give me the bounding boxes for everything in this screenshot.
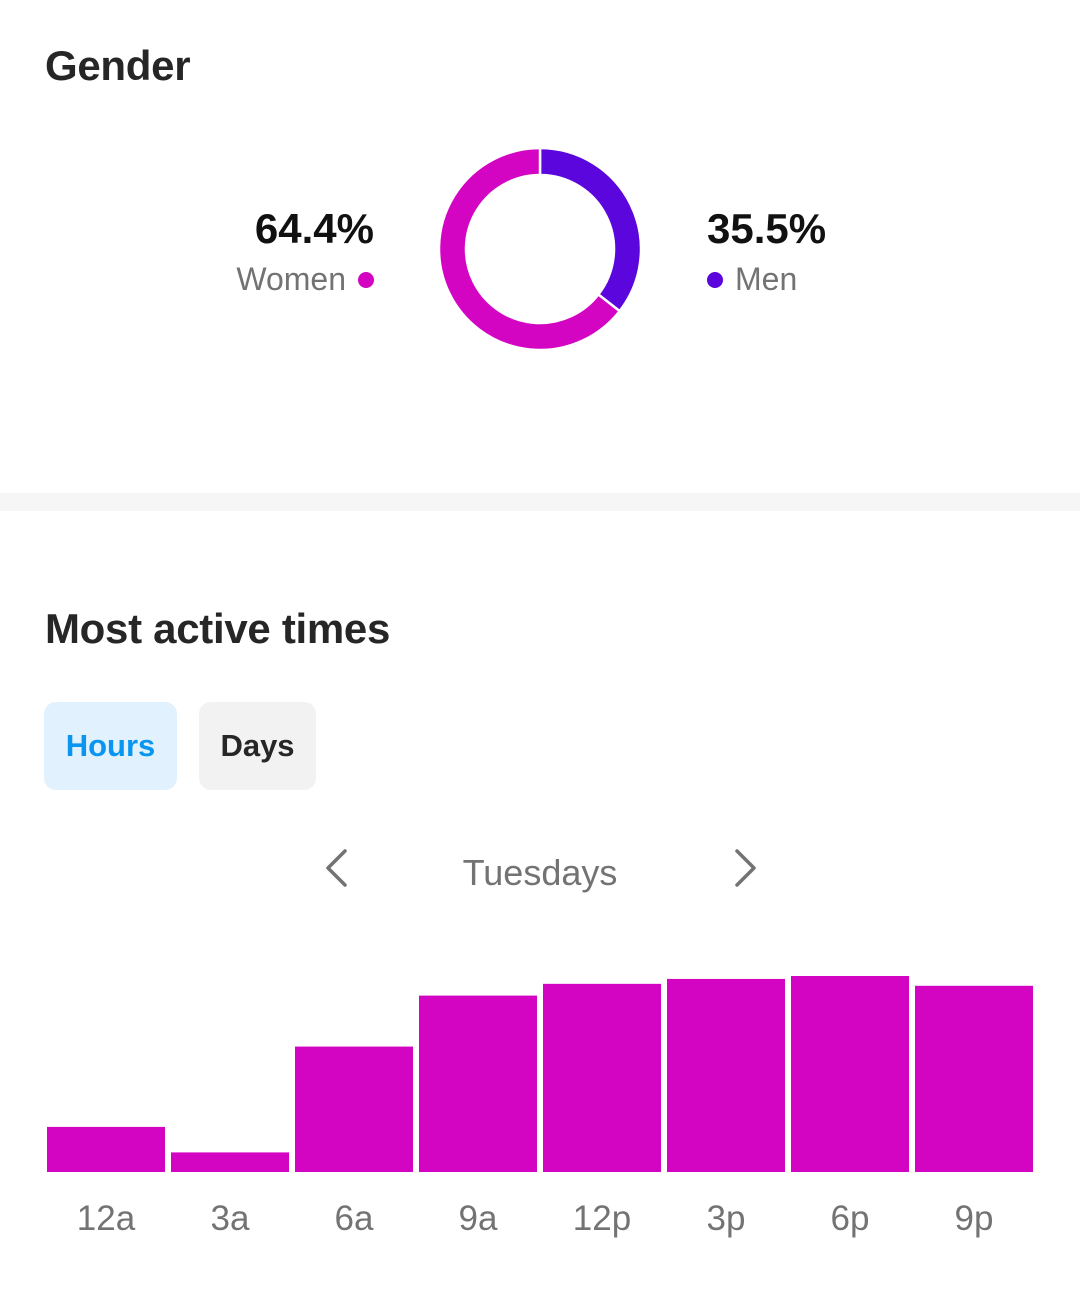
bar-6a: [295, 1046, 413, 1172]
bar-9a: [419, 995, 537, 1172]
tick-label-9p: 9p: [955, 1199, 994, 1238]
bar-9p: [915, 985, 1033, 1172]
men-dot-icon: [707, 271, 723, 288]
women-percent: 64.4%: [254, 205, 374, 252]
bar-12a: [47, 1126, 165, 1172]
tab-days[interactable]: Days: [199, 702, 316, 790]
section-divider: [0, 493, 1080, 511]
tick-label-12a: 12a: [77, 1199, 136, 1238]
chevron-left-icon[interactable]: [318, 845, 358, 891]
tick-label-9a: 9a: [459, 1199, 498, 1238]
tick-label-6a: 6a: [335, 1199, 374, 1238]
bar-12p: [543, 983, 661, 1172]
men-percent: 35.5%: [707, 205, 827, 252]
tick-label-6p: 6p: [831, 1199, 870, 1238]
legend-men: 35.5% Men: [707, 205, 826, 298]
bar-6p: [791, 976, 909, 1172]
day-selector-label: Tuesdays: [462, 852, 618, 893]
active-times-title: Most active times: [45, 605, 391, 652]
tick-label-3a: 3a: [211, 1199, 250, 1238]
tick-label-12p: 12p: [573, 1199, 631, 1238]
chevron-right-icon[interactable]: [724, 845, 764, 891]
women-label: Women: [236, 261, 346, 297]
legend-women: 64.4% Women: [236, 205, 374, 298]
men-label: Men: [735, 261, 798, 297]
tick-label-3p: 3p: [707, 1199, 746, 1238]
tab-hours[interactable]: Hours: [44, 702, 177, 790]
gender-title: Gender: [45, 42, 191, 89]
donut-slice-men: [538, 147, 642, 313]
bar-3p: [667, 978, 785, 1172]
women-dot-icon: [358, 271, 374, 288]
donut-slice-women: [438, 147, 622, 351]
bar-3a: [171, 1152, 289, 1172]
gender-donut-chart: [438, 147, 642, 351]
active-hours-bar-chart: 12a 3a 6a 9a 12p 3p 6p 9p: [47, 976, 1033, 1238]
